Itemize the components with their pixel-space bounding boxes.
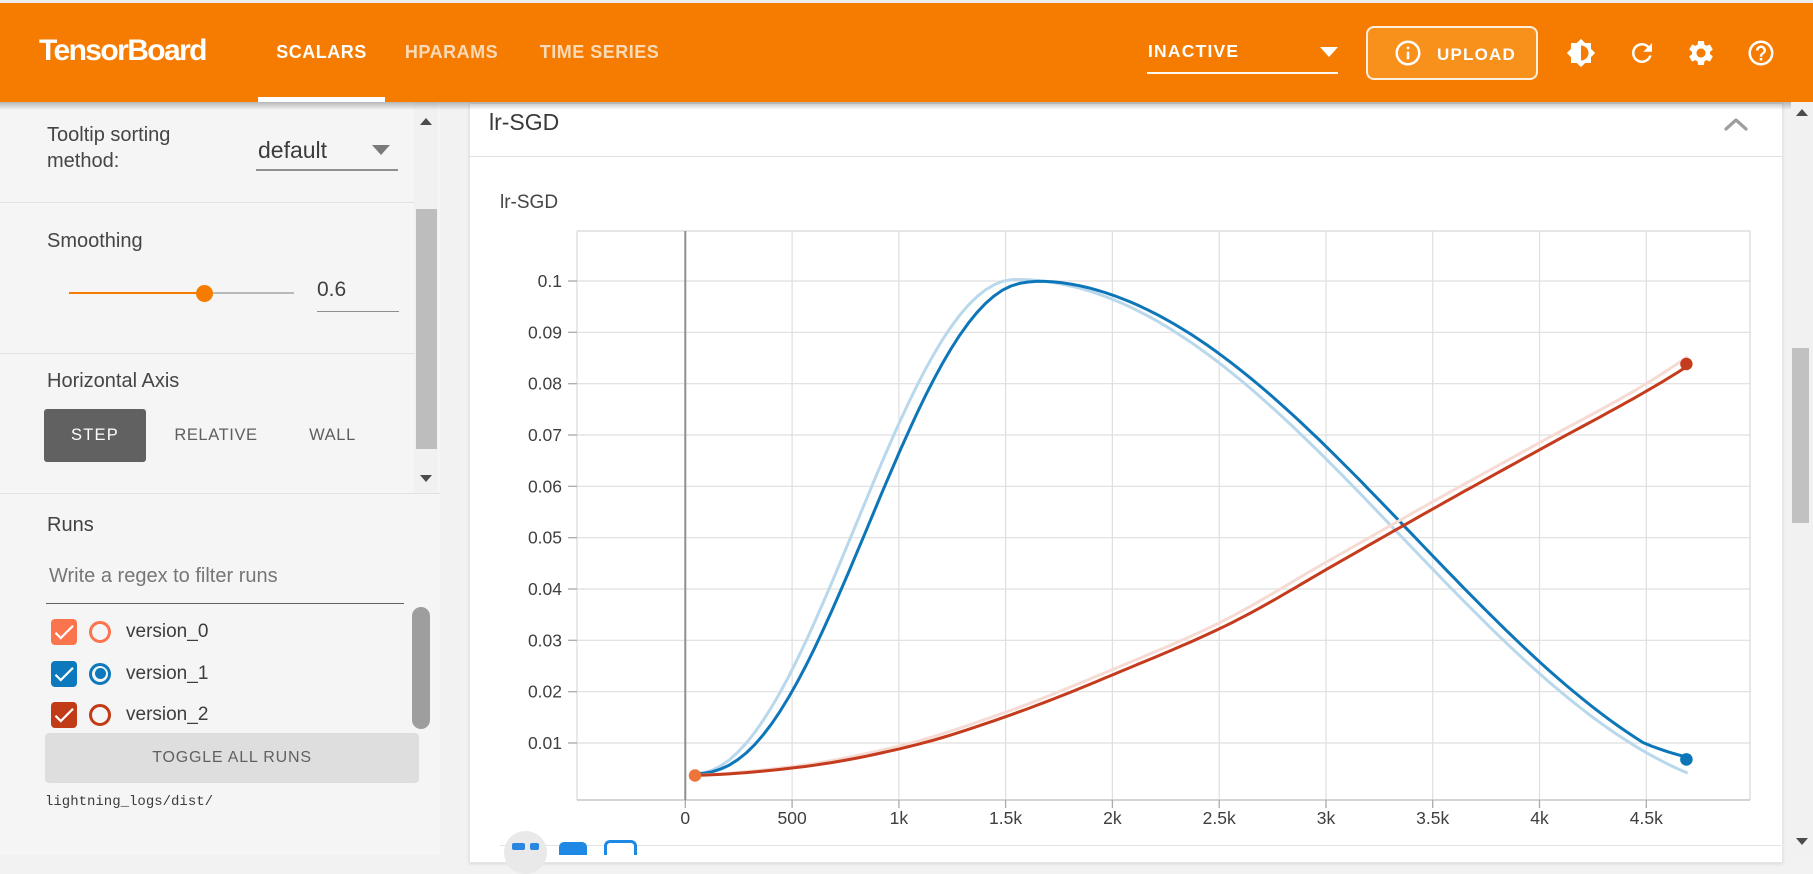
svg-text:4k: 4k (1530, 808, 1549, 828)
svg-text:0.03: 0.03 (528, 630, 562, 650)
svg-text:0.07: 0.07 (528, 425, 562, 445)
svg-text:0.09: 0.09 (528, 322, 562, 342)
svg-text:0.02: 0.02 (528, 682, 562, 702)
svg-text:3.5k: 3.5k (1416, 808, 1449, 828)
svg-text:2k: 2k (1103, 808, 1122, 828)
svg-text:0.04: 0.04 (528, 579, 562, 599)
svg-text:500: 500 (777, 808, 806, 828)
svg-text:0.05: 0.05 (528, 528, 562, 548)
svg-text:3k: 3k (1317, 808, 1336, 828)
svg-text:0.06: 0.06 (528, 476, 562, 496)
svg-text:0.1: 0.1 (538, 271, 562, 291)
svg-text:4.5k: 4.5k (1630, 808, 1663, 828)
svg-text:2.5k: 2.5k (1203, 808, 1236, 828)
svg-text:0.08: 0.08 (528, 374, 562, 394)
svg-text:0: 0 (680, 808, 690, 828)
svg-text:0.01: 0.01 (528, 733, 562, 753)
svg-text:1.5k: 1.5k (989, 808, 1022, 828)
svg-text:1k: 1k (890, 808, 909, 828)
